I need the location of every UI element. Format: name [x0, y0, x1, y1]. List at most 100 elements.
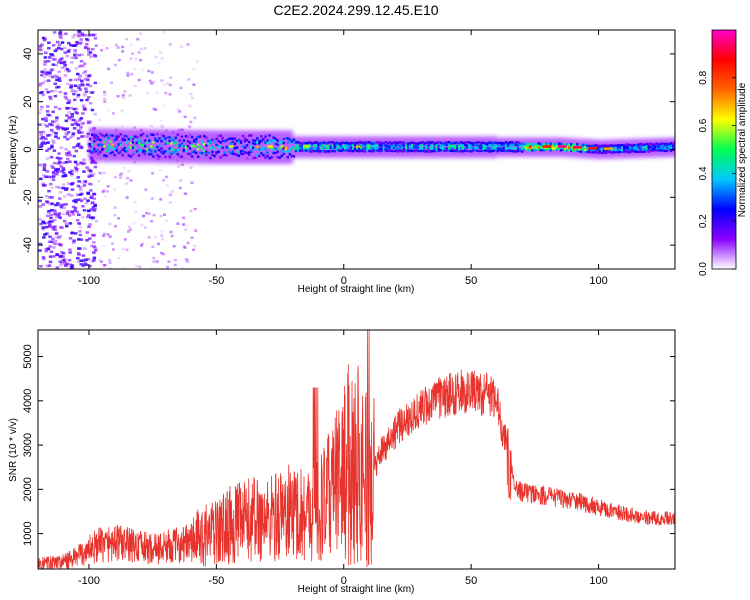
heat-cell	[87, 209, 91, 213]
heat-cell	[148, 148, 151, 151]
heat-cell	[386, 149, 389, 152]
heat-cell	[500, 147, 504, 151]
heat-cell	[506, 146, 510, 150]
heat-cell	[97, 143, 100, 147]
heat-cell	[254, 142, 257, 146]
snr-y-tick-label: 4000	[22, 389, 34, 413]
heat-cell	[639, 142, 642, 146]
heat-cell	[408, 149, 412, 152]
heat-cell	[586, 146, 589, 149]
heat-cell	[70, 89, 75, 92]
heat-cell	[321, 147, 324, 150]
heat-cell	[44, 116, 48, 120]
heat-cell	[398, 146, 402, 149]
heat-cell	[190, 135, 194, 139]
heat-cell	[125, 147, 129, 151]
heat-cell	[396, 141, 400, 145]
heat-cell	[74, 149, 79, 153]
heat-cell	[38, 205, 43, 208]
heat-cell	[164, 219, 168, 223]
heat-cell	[67, 69, 71, 73]
heat-cell	[105, 154, 108, 158]
heat-cell	[302, 146, 306, 150]
heat-cell	[327, 141, 330, 144]
heat-cell	[88, 149, 92, 153]
snr-y-tick-label: 1000	[22, 521, 34, 545]
heat-cell	[372, 149, 375, 153]
heat-cell	[445, 136, 449, 158]
heat-cell	[529, 145, 532, 148]
heat-cell	[164, 91, 168, 94]
heat-cell	[213, 147, 216, 151]
heat-cell	[574, 143, 577, 146]
heat-cell	[327, 150, 330, 153]
heat-cell	[500, 141, 504, 145]
spectrogram-y-tick-label: 20	[22, 96, 34, 108]
heat-cell	[527, 148, 530, 152]
heat-cell	[88, 101, 93, 105]
heat-cell	[168, 93, 172, 96]
heat-cell	[284, 146, 288, 149]
heat-cell	[84, 73, 89, 77]
heat-cell	[296, 149, 300, 152]
heat-cell	[639, 148, 642, 151]
heat-cell	[433, 147, 436, 150]
heat-cell	[364, 143, 367, 147]
heat-cell	[604, 149, 608, 152]
heat-cell	[319, 146, 322, 149]
heat-cell	[93, 147, 96, 150]
heat-cell	[176, 148, 180, 151]
heat-cell	[643, 150, 646, 153]
heat-cell	[81, 121, 85, 125]
heat-cell	[266, 141, 269, 145]
colorbar-tick-label: 0.0	[698, 262, 709, 276]
heat-cell	[343, 146, 347, 149]
heat-cell	[394, 136, 398, 158]
heat-cell	[331, 144, 334, 148]
heat-cell	[49, 128, 54, 132]
heat-cell	[449, 144, 453, 148]
heat-cell	[134, 57, 138, 61]
heat-cell	[294, 144, 298, 147]
heat-cell	[535, 148, 538, 151]
heat-cell	[154, 267, 158, 269]
heat-cell	[184, 228, 188, 231]
heat-cell	[388, 141, 392, 144]
heat-cell	[92, 192, 96, 196]
heat-cell	[341, 141, 345, 144]
heat-cell	[68, 263, 72, 266]
heat-cell	[57, 203, 61, 207]
heat-cell	[103, 140, 106, 144]
heat-cell	[368, 141, 371, 144]
heat-cell	[398, 145, 402, 148]
heat-cell	[355, 146, 359, 150]
heat-cell	[77, 119, 82, 122]
heat-cell	[75, 144, 80, 147]
heat-cell	[423, 147, 426, 150]
heat-cell	[514, 141, 518, 144]
heat-cell	[517, 137, 520, 157]
heat-cell	[576, 148, 579, 151]
heat-cell	[109, 128, 113, 162]
heat-cell	[378, 144, 381, 147]
heat-cell	[199, 151, 202, 155]
heat-cell	[57, 197, 62, 200]
heat-cell	[95, 138, 98, 142]
heat-cell	[38, 163, 42, 167]
snr-x-tick-label: 0	[341, 575, 347, 587]
heat-cell	[320, 136, 324, 158]
heat-cell	[81, 104, 86, 108]
heat-cell	[394, 149, 398, 153]
heat-cell	[77, 65, 82, 69]
heat-cell	[165, 265, 169, 269]
heat-cell	[69, 266, 74, 269]
heat-cell	[384, 141, 387, 144]
heat-cell	[123, 90, 127, 93]
heat-cell	[537, 144, 540, 147]
heat-cell	[97, 258, 101, 262]
heat-cell	[64, 151, 69, 155]
heat-cell	[55, 116, 59, 119]
heat-cell	[51, 255, 55, 258]
heat-cell	[655, 147, 659, 151]
